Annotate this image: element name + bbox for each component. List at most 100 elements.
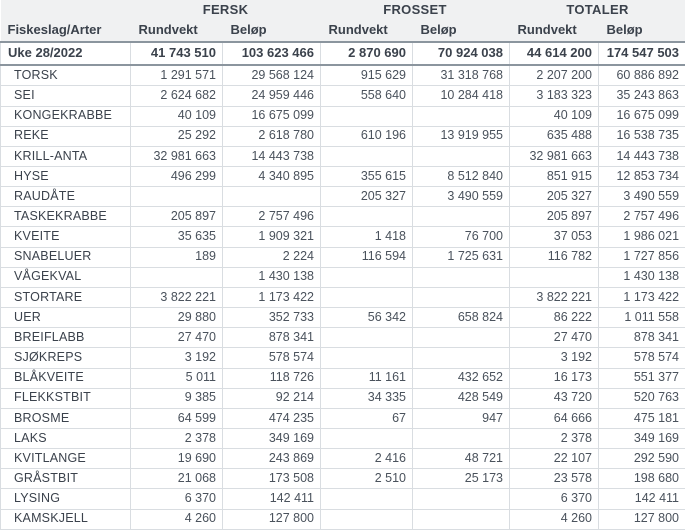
frosset-belop-cell: 25 173	[412, 468, 510, 490]
fersk-belop-cell: 2 224	[222, 246, 321, 268]
totaler-rundvekt-cell: 64 666	[509, 407, 599, 430]
frosset-belop-cell	[412, 266, 510, 288]
column-header-species: Fiskeslag/Arter	[0, 20, 131, 42]
fersk-belop-cell: 2 757 496	[222, 206, 321, 228]
totaler-belop-cell: 127 800	[597, 508, 685, 530]
fersk-belop-cell: 92 214	[222, 387, 321, 409]
fersk-rundvekt-cell	[130, 266, 223, 288]
species-name-cell: KVEITE	[0, 226, 131, 248]
week-totals-row: Uke 28/2022 41 743 510 103 623 466 2 870…	[0, 41, 685, 66]
week-label: Uke 28/2022	[0, 41, 131, 66]
group-header-row: FERSK FROSSET TOTALER	[0, 0, 685, 20]
fersk-rundvekt-cell: 29 880	[130, 307, 223, 329]
totaler-belop-cell: 198 680	[597, 468, 685, 490]
species-name-cell: UER	[0, 307, 131, 329]
totaler-belop-cell: 1 173 422	[597, 286, 685, 309]
totaler-rundvekt-cell: 2 378	[509, 427, 599, 450]
fersk-rundvekt-cell: 64 599	[130, 407, 223, 430]
fersk-belop-cell: 878 341	[222, 327, 321, 349]
fersk-rundvekt-cell: 25 292	[130, 125, 223, 147]
totaler-rundvekt-cell: 851 915	[509, 165, 599, 188]
totaler-belop-cell: 16 675 099	[597, 105, 685, 127]
frosset-rundvekt-cell	[320, 206, 413, 228]
fersk-rundvekt-cell: 19 690	[130, 448, 223, 470]
fersk-rundvekt-cell: 27 470	[130, 327, 223, 349]
species-row: KONGEKRABBE 40 109 16 675 099 40 109 16 …	[0, 105, 685, 127]
species-name-cell: SJØKREPS	[0, 347, 131, 369]
species-name-cell: LYSING	[0, 488, 131, 510]
frosset-belop-cell: 3 490 559	[412, 186, 510, 208]
frosset-rundvekt-cell	[320, 427, 413, 450]
fersk-belop-cell	[222, 186, 321, 208]
fersk-rundvekt-cell: 35 635	[130, 226, 223, 248]
totaler-belop-cell: 1 430 138	[597, 266, 685, 288]
fersk-belop-cell: 4 340 895	[222, 165, 321, 188]
fersk-rundvekt-cell: 40 109	[130, 105, 223, 127]
fersk-rundvekt-cell: 32 981 663	[130, 145, 223, 167]
species-name-cell: BLÅKVEITE	[0, 367, 131, 389]
totaler-belop-cell: 2 757 496	[597, 206, 685, 228]
fersk-belop-cell: 1 430 138	[222, 266, 321, 288]
totaler-belop-cell: 551 377	[597, 367, 685, 389]
column-header-fersk-belop: Beløp	[222, 20, 321, 42]
fersk-rundvekt-cell: 189	[130, 246, 223, 268]
frosset-belop-cell	[412, 145, 510, 167]
frosset-belop-cell	[412, 508, 510, 530]
species-name-cell: FLEKKSTBIT	[0, 387, 131, 409]
total-frosset-belop: 70 924 038	[412, 41, 510, 66]
frosset-belop-cell: 13 919 955	[412, 125, 510, 147]
species-rows: TORSK 1 291 571 29 568 124 915 629 31 31…	[0, 64, 685, 530]
frosset-rundvekt-cell	[320, 488, 413, 510]
frosset-rundvekt-cell: 915 629	[320, 64, 413, 87]
species-name-cell: SNABELUER	[0, 246, 131, 268]
totaler-belop-cell: 1 011 558	[597, 307, 685, 329]
fersk-rundvekt-cell: 2 624 682	[130, 85, 223, 107]
species-name-cell: BREIFLABB	[0, 327, 131, 349]
totaler-belop-cell: 578 574	[597, 347, 685, 369]
totaler-rundvekt-cell: 3 822 221	[509, 286, 599, 309]
fersk-belop-cell: 243 869	[222, 448, 321, 470]
totaler-belop-cell: 35 243 863	[597, 85, 685, 107]
totaler-rundvekt-cell: 4 260	[509, 508, 599, 530]
species-name-cell: BROSME	[0, 407, 131, 430]
frosset-rundvekt-cell: 34 335	[320, 387, 413, 409]
frosset-rundvekt-cell: 205 327	[320, 186, 413, 208]
totaler-rundvekt-cell: 43 720	[509, 387, 599, 409]
species-row: RAUDÅTE 205 327 3 490 559 205 327 3 490 …	[0, 186, 685, 208]
frosset-belop-cell	[412, 105, 510, 127]
fersk-belop-cell: 349 169	[222, 427, 321, 450]
frosset-rundvekt-cell	[320, 105, 413, 127]
frosset-belop-cell: 76 700	[412, 226, 510, 248]
frosset-belop-cell: 48 721	[412, 448, 510, 470]
fersk-rundvekt-cell: 1 291 571	[130, 64, 223, 87]
fersk-rundvekt-cell: 6 370	[130, 488, 223, 510]
fersk-rundvekt-cell: 9 385	[130, 387, 223, 409]
species-row: BLÅKVEITE 5 011 118 726 11 161 432 652 1…	[0, 367, 685, 389]
fersk-belop-cell: 16 675 099	[222, 105, 321, 127]
frosset-rundvekt-cell	[320, 347, 413, 369]
frosset-belop-cell	[412, 286, 510, 309]
species-row: BROSME 64 599 474 235 67 947 64 666 475 …	[0, 407, 685, 430]
totaler-rundvekt-cell: 635 488	[509, 125, 599, 147]
group-header-fersk: FERSK	[130, 0, 321, 20]
species-row: REKE 25 292 2 618 780 610 196 13 919 955…	[0, 125, 685, 147]
totaler-belop-cell: 12 853 734	[597, 165, 685, 188]
totaler-rundvekt-cell: 205 327	[509, 186, 599, 208]
totaler-belop-cell: 3 490 559	[597, 186, 685, 208]
column-header-row: Fiskeslag/Arter Rundvekt Beløp Rundvekt …	[0, 20, 685, 42]
frosset-belop-cell: 10 284 418	[412, 85, 510, 107]
totaler-rundvekt-cell: 32 981 663	[509, 145, 599, 167]
frosset-rundvekt-cell: 2 510	[320, 468, 413, 490]
species-row: KVITLANGE 19 690 243 869 2 416 48 721 22…	[0, 448, 685, 470]
totaler-belop-cell: 16 538 735	[597, 125, 685, 147]
frosset-rundvekt-cell: 1 418	[320, 226, 413, 248]
fersk-belop-cell: 14 443 738	[222, 145, 321, 167]
fersk-rundvekt-cell: 205 897	[130, 206, 223, 228]
species-name-cell: GRÅSTBIT	[0, 468, 131, 490]
totaler-belop-cell: 1 727 856	[597, 246, 685, 268]
frosset-rundvekt-cell: 558 640	[320, 85, 413, 107]
species-row: TORSK 1 291 571 29 568 124 915 629 31 31…	[0, 64, 685, 87]
species-row: UER 29 880 352 733 56 342 658 824 86 222…	[0, 307, 685, 329]
total-totaler-rundvekt: 44 614 200	[509, 41, 599, 66]
species-row: LYSING 6 370 142 411 6 370 142 411	[0, 488, 685, 510]
